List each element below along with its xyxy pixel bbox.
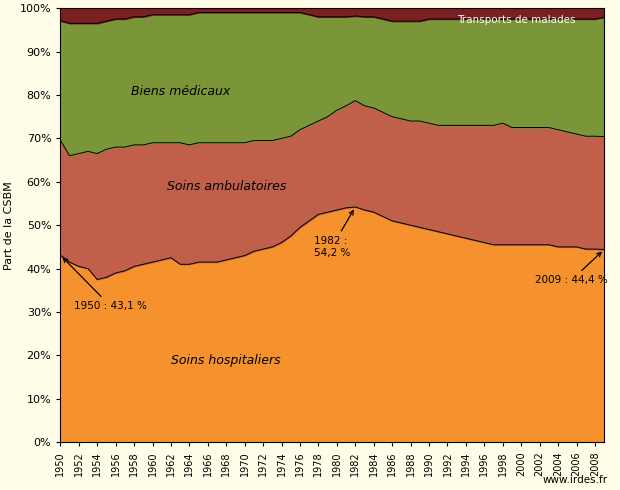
Text: www.irdes.fr: www.irdes.fr (542, 475, 608, 485)
Text: Soins hospitaliers: Soins hospitaliers (172, 354, 281, 367)
Text: 2009 : 44,4 %: 2009 : 44,4 % (535, 252, 608, 285)
Text: Biens médicaux: Biens médicaux (131, 85, 230, 98)
Y-axis label: Part de la CSBM: Part de la CSBM (4, 181, 14, 270)
Text: Soins ambulatoires: Soins ambulatoires (167, 180, 286, 194)
Text: 1950 : 43,1 %: 1950 : 43,1 % (63, 258, 147, 311)
Text: 1982 :
54,2 %: 1982 : 54,2 % (314, 211, 353, 258)
Text: Transports de malades: Transports de malades (457, 15, 575, 24)
